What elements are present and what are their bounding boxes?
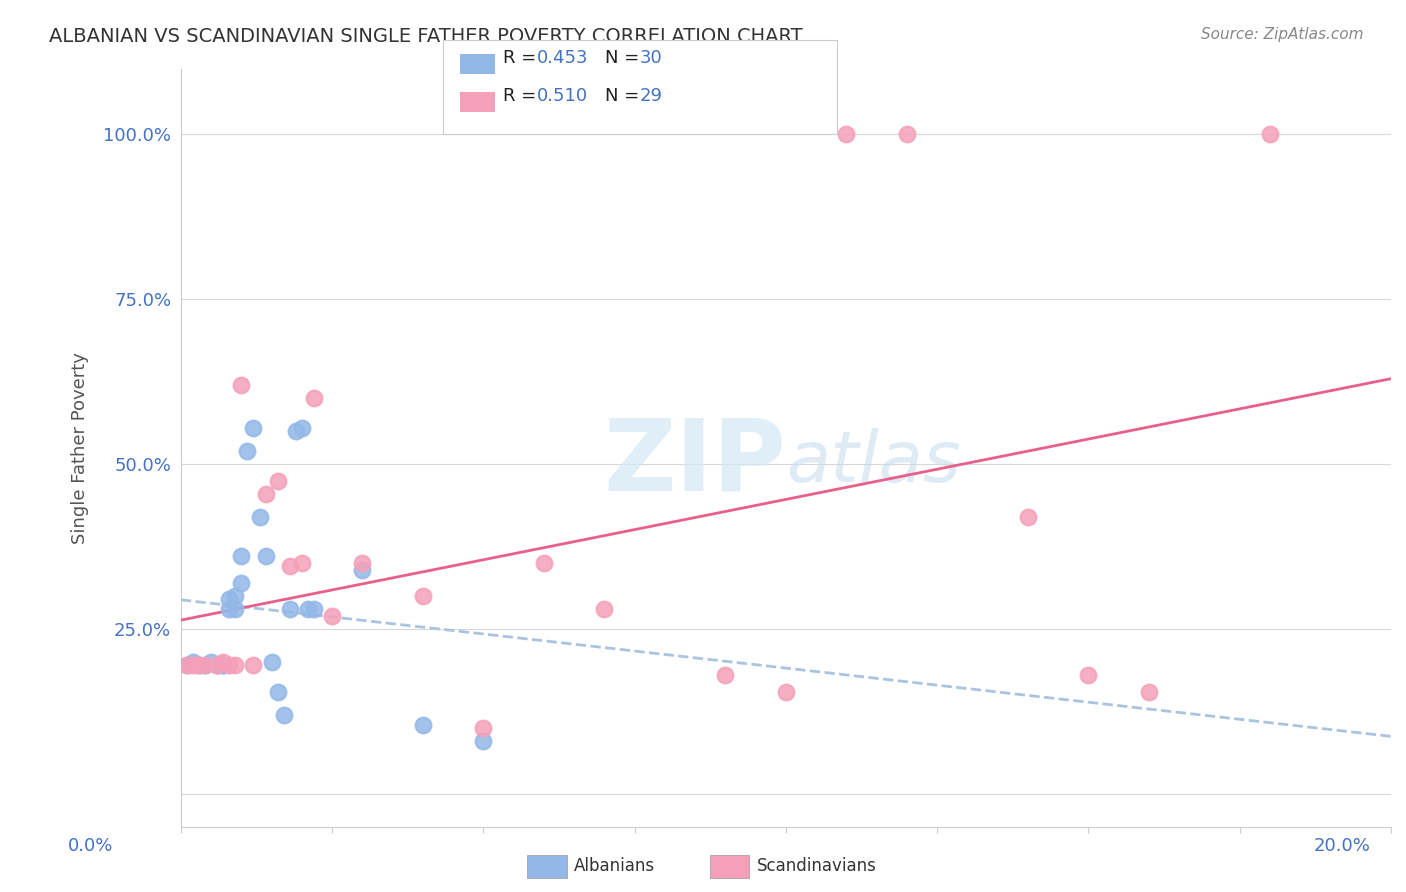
Text: 0.0%: 0.0% xyxy=(67,837,112,855)
Text: ALBANIAN VS SCANDINAVIAN SINGLE FATHER POVERTY CORRELATION CHART: ALBANIAN VS SCANDINAVIAN SINGLE FATHER P… xyxy=(49,27,803,45)
Point xyxy=(352,563,374,577)
Point xyxy=(472,734,495,748)
Point xyxy=(249,510,271,524)
Point xyxy=(188,658,211,673)
Text: Scandinavians: Scandinavians xyxy=(756,857,876,875)
Text: 0.510: 0.510 xyxy=(537,87,588,104)
Point xyxy=(260,655,283,669)
Text: ZIP: ZIP xyxy=(603,415,786,511)
Point xyxy=(321,608,343,623)
Point xyxy=(200,655,222,669)
Point xyxy=(231,549,253,564)
Text: atlas: atlas xyxy=(786,428,960,498)
Text: 20.0%: 20.0% xyxy=(1315,837,1371,855)
Point xyxy=(194,658,217,673)
Point xyxy=(775,684,797,698)
Point xyxy=(231,575,253,590)
Point xyxy=(205,658,228,673)
Text: R =: R = xyxy=(503,49,543,67)
Point xyxy=(297,602,319,616)
Point xyxy=(224,589,246,603)
Point xyxy=(714,668,737,682)
Point xyxy=(302,602,325,616)
Point xyxy=(266,684,288,698)
Point xyxy=(212,658,235,673)
Point xyxy=(205,658,228,673)
Point xyxy=(896,128,918,142)
Text: 30: 30 xyxy=(640,49,662,67)
Point xyxy=(254,487,277,501)
Point xyxy=(472,721,495,735)
Point xyxy=(236,444,259,458)
Point xyxy=(218,602,240,616)
Text: R =: R = xyxy=(503,87,543,104)
Point xyxy=(291,556,314,570)
Point xyxy=(291,421,314,435)
Text: 0.453: 0.453 xyxy=(537,49,589,67)
Point xyxy=(412,717,434,731)
Point xyxy=(254,549,277,564)
Point xyxy=(188,658,211,673)
Point xyxy=(176,658,198,673)
Point xyxy=(352,556,374,570)
Point xyxy=(181,655,204,669)
Point xyxy=(1017,510,1039,524)
Point xyxy=(1137,684,1160,698)
Text: N =: N = xyxy=(605,49,644,67)
Point xyxy=(1258,128,1281,142)
Point xyxy=(533,556,555,570)
Point xyxy=(194,658,217,673)
Point xyxy=(1077,668,1099,682)
Point xyxy=(224,602,246,616)
Point xyxy=(218,592,240,607)
Y-axis label: Single Father Poverty: Single Father Poverty xyxy=(72,351,89,543)
Point xyxy=(242,658,264,673)
Point xyxy=(181,658,204,673)
Point xyxy=(273,707,295,722)
Point xyxy=(212,658,235,673)
Point xyxy=(231,378,253,392)
Point xyxy=(278,559,301,574)
Point xyxy=(266,474,288,488)
Point xyxy=(224,658,246,673)
Point xyxy=(176,658,198,673)
Point xyxy=(302,391,325,405)
Point xyxy=(218,658,240,673)
Text: Source: ZipAtlas.com: Source: ZipAtlas.com xyxy=(1201,27,1364,42)
Text: Albanians: Albanians xyxy=(574,857,655,875)
Point xyxy=(242,421,264,435)
Point xyxy=(593,602,616,616)
Point xyxy=(212,655,235,669)
Point xyxy=(412,589,434,603)
Point xyxy=(284,424,307,438)
Point xyxy=(205,658,228,673)
Text: 29: 29 xyxy=(640,87,662,104)
Point xyxy=(278,602,301,616)
Text: N =: N = xyxy=(605,87,644,104)
Point xyxy=(835,128,858,142)
